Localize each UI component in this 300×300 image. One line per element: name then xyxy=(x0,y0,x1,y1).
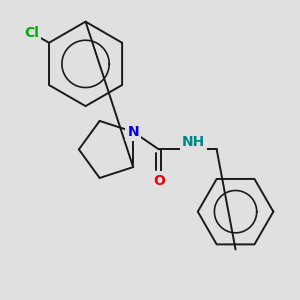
Text: NH: NH xyxy=(182,135,205,149)
Text: Cl: Cl xyxy=(24,26,39,40)
Text: O: O xyxy=(153,174,165,188)
Text: N: N xyxy=(127,125,139,139)
